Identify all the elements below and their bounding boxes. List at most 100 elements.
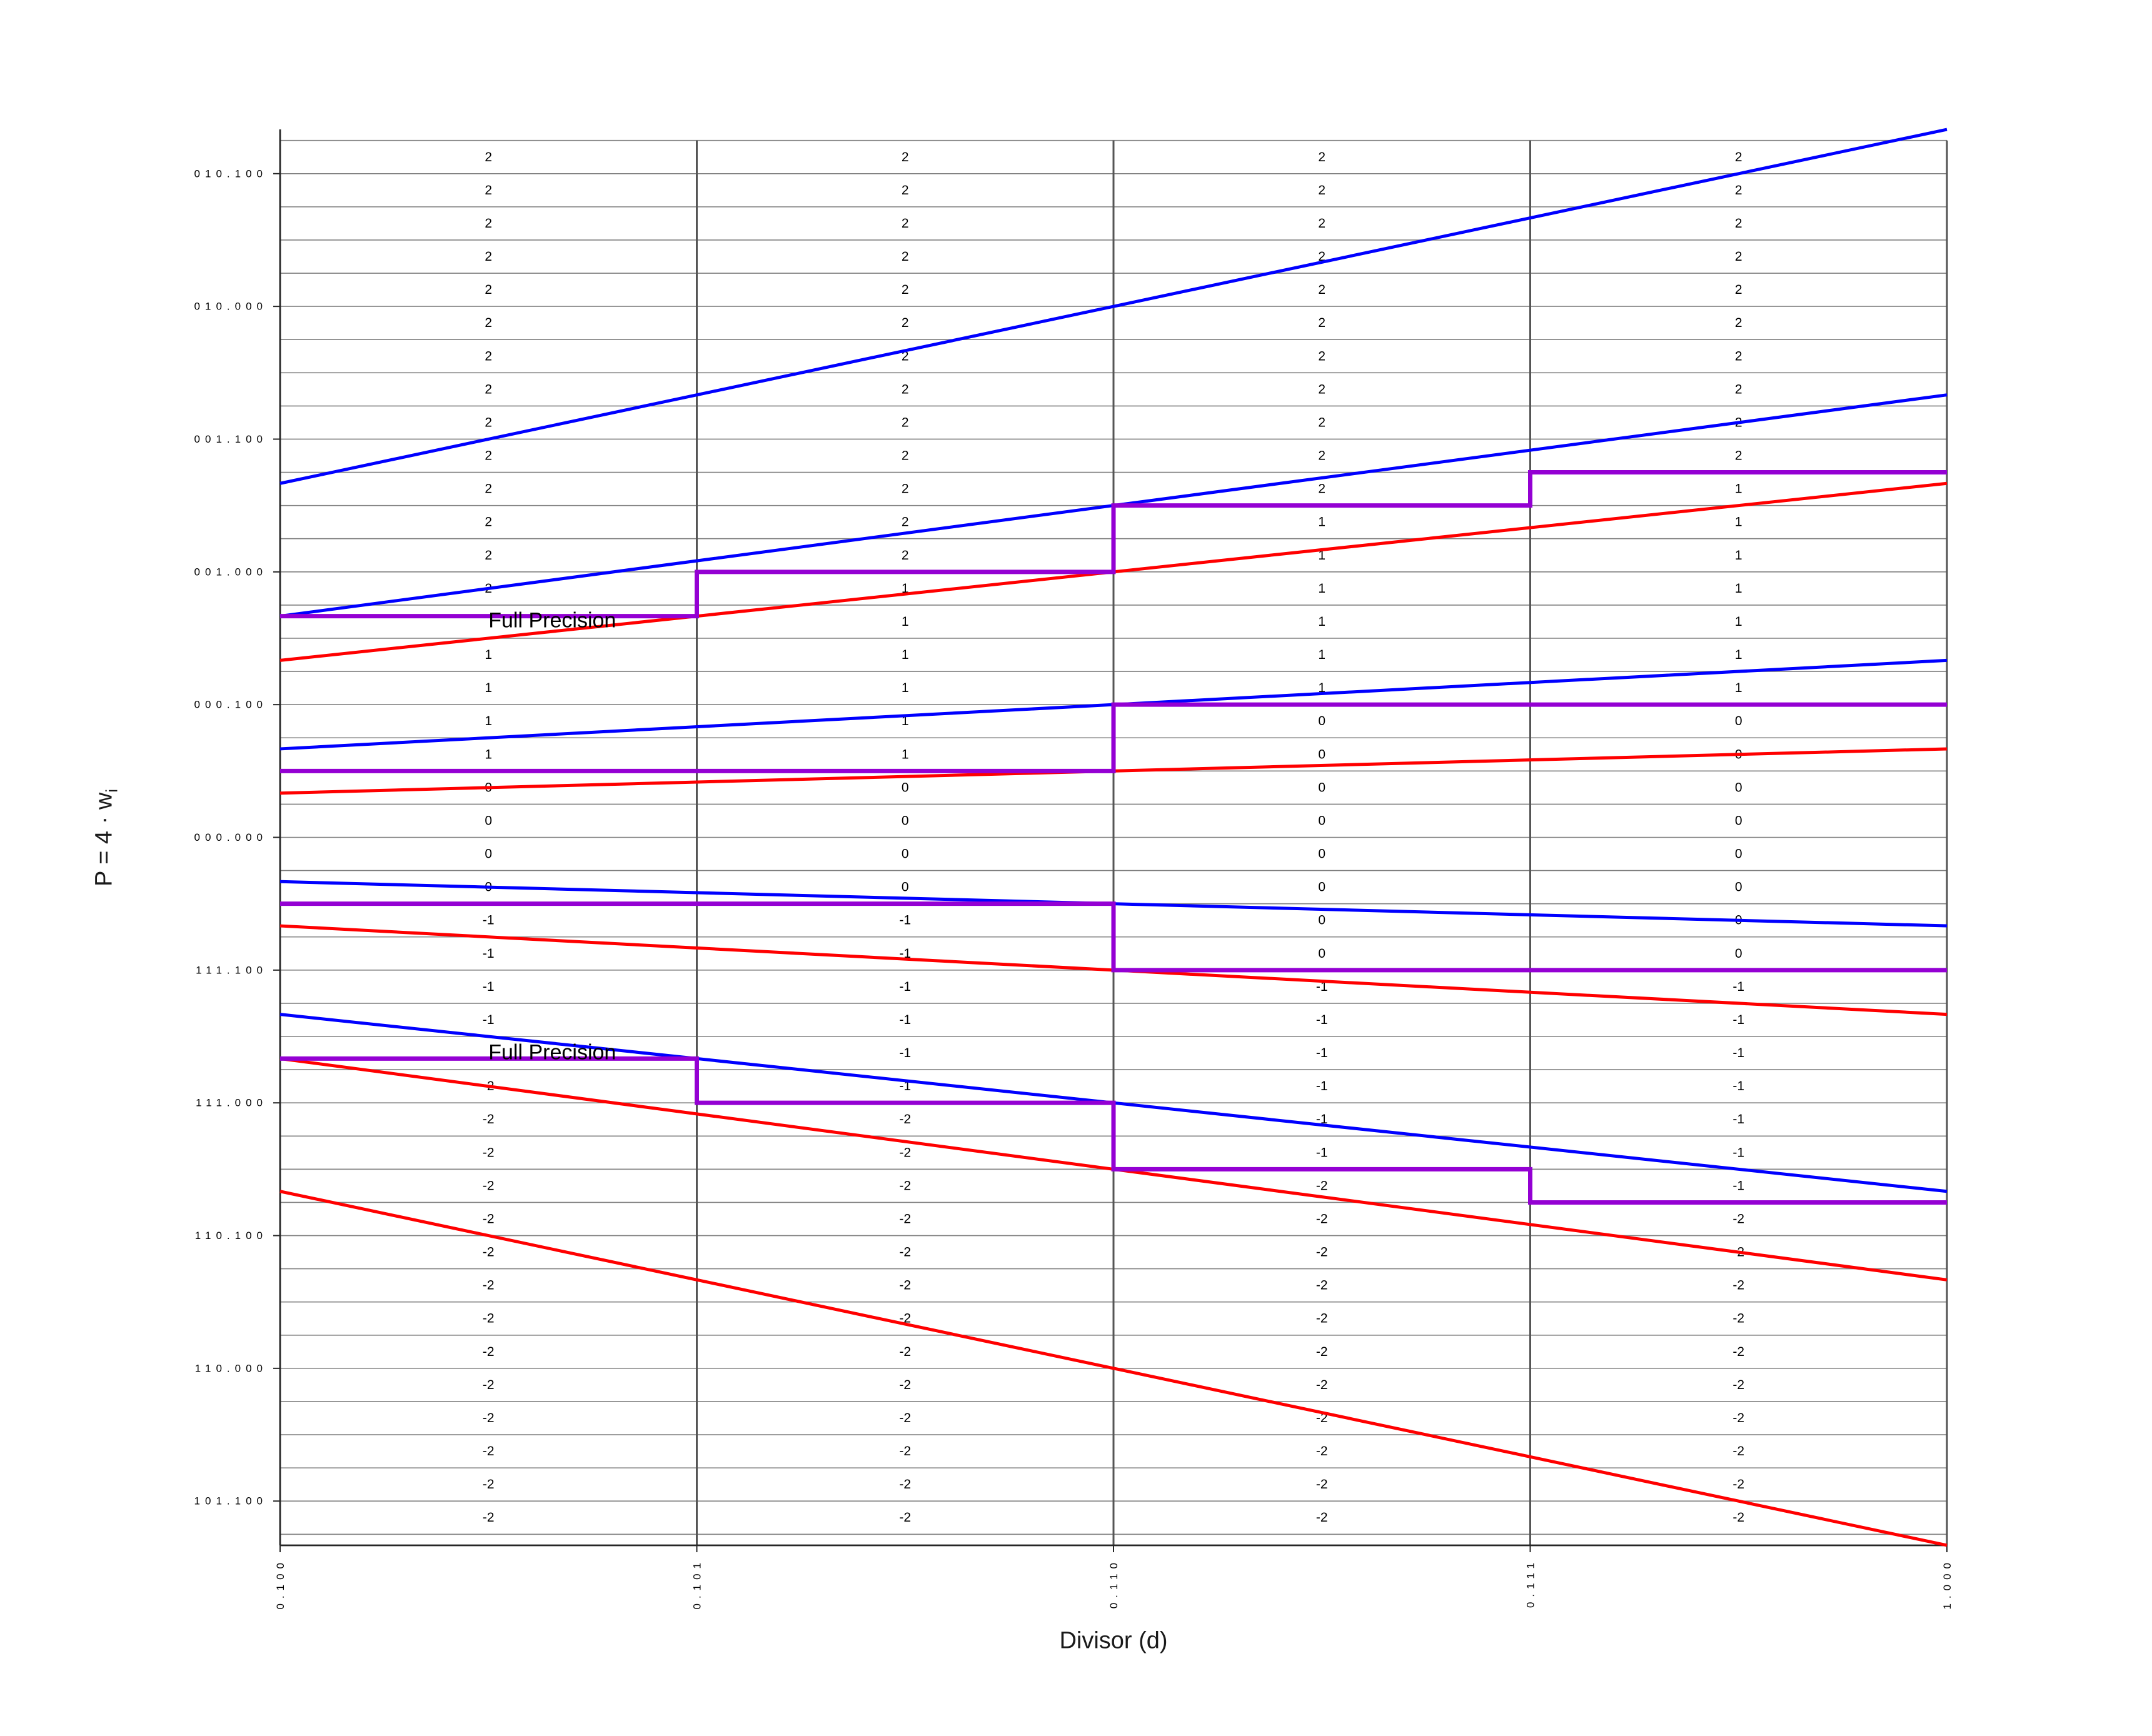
quotient-digit-cell: 2 [485,515,492,529]
quotient-digit-cell: -1 [1732,1112,1744,1126]
quotient-digit-cell: 2 [1318,415,1325,429]
quotient-digit-cell: -1 [1316,980,1328,994]
full-precision-label-lower: Full Precision [488,1040,616,1065]
quotient-digit-cell: 0 [1735,813,1742,828]
y-tick-label: 000.100 [194,699,268,711]
x-tick-label: 1.000 [1941,1558,1953,1610]
quotient-digit-cell: 2 [902,216,909,231]
y-tick-label: 110.100 [195,1230,268,1242]
quotient-digit-cell: -1 [899,1013,911,1027]
quotient-digit-cell: 2 [485,249,492,264]
quotient-digit-cell: 1 [1318,615,1325,629]
quotient-digit-cell: -2 [1316,1245,1328,1260]
full-precision-label-upper: Full Precision [488,609,616,633]
quotient-digit-cell: -2 [1732,1444,1744,1458]
quotient-digit-cell: 1 [485,681,492,695]
quotient-digit-cell: 2 [1735,382,1742,396]
quotient-digit-cell: -1 [1316,1079,1328,1093]
quotient-digit-cell: 1 [485,714,492,728]
quotient-digit-cell: 1 [485,648,492,662]
quotient-digit-cell: -2 [1316,1378,1328,1392]
quotient-digit-cell: 2 [1318,183,1325,198]
quotient-digit-cell: -2 [1316,1444,1328,1458]
quotient-digit-cell: 0 [902,847,909,861]
quotient-digit-cell: 0 [1318,813,1325,828]
quotient-digit-cell: -2 [899,1245,911,1260]
quotient-digit-cell: -2 [899,1212,911,1226]
quotient-digit-cell: 2 [1735,316,1742,330]
quotient-digit-cell: 2 [902,415,909,429]
selection-staircase--1--2 [280,1056,1947,1205]
quotient-digit-cell: -1 [483,1013,495,1027]
quotient-digit-cell: -2 [483,1112,495,1126]
quotient-digit-cell: 1 [485,747,492,761]
quotient-digit-cell: 0 [1318,847,1325,861]
quotient-digit-cell: 1 [902,615,909,629]
quotient-digit-cell: 0 [1735,946,1742,961]
x-tick-label: 0.101 [691,1558,703,1610]
quotient-digit-cell: 0 [1318,747,1325,761]
quotient-digit-cell: 2 [1318,349,1325,363]
quotient-digit-cell: -2 [483,1312,495,1326]
quotient-digit-cell: -2 [1316,1510,1328,1525]
quotient-digit-cell: -2 [1732,1212,1744,1226]
quotient-digit-cell: 1 [1735,482,1742,496]
quotient-digit-cell: -1 [1732,1013,1744,1027]
quotient-digit-cell: 2 [1318,216,1325,231]
quotient-digit-cell: 1 [1318,515,1325,529]
quotient-digit-cell: 2 [902,482,909,496]
y-tick-label: 010.100 [194,168,268,179]
quotient-digit-cell: -2 [1316,1477,1328,1492]
quotient-digit-cell: 2 [1735,183,1742,198]
y-tick-label: 001.100 [194,433,268,445]
quotient-digit-cell: 1 [1735,615,1742,629]
quotient-digit-cell: 2 [1735,449,1742,463]
quotient-digit-cell: -1 [899,1046,911,1060]
quotient-digit-cell: -1 [1732,1145,1744,1160]
quotient-digit-cell: 0 [1318,780,1325,795]
quotient-digit-cell: 2 [902,316,909,330]
quotient-digit-cell: 1 [1735,548,1742,563]
quotient-digit-cell: 1 [1735,515,1742,529]
quotient-digit-cell: 2 [1735,283,1742,297]
x-tick-label: 0.110 [1108,1558,1120,1608]
quotient-digit-cell: 2 [485,548,492,563]
quotient-digit-cell: 2 [485,316,492,330]
quotient-digit-cell: -2 [899,1477,911,1492]
quotient-digit-cell: 2 [485,183,492,198]
y-tick-label: 010.000 [194,301,268,313]
quotient-digit-cell: -2 [1732,1345,1744,1359]
quotient-digit-cell: 2 [902,183,909,198]
quotient-digit-cell: 1 [902,714,909,728]
quotient-digit-cell: 2 [1318,249,1325,264]
quotient-digit-cell: 2 [902,249,909,264]
quotient-digit-cell: -2 [483,1345,495,1359]
quotient-digit-cell: 2 [485,482,492,496]
quotient-digit-cell: 1 [1318,581,1325,596]
quotient-digit-cell: 2 [1318,382,1325,396]
quotient-digit-cell: 2 [1735,216,1742,231]
quotient-digit-cell: 2 [485,382,492,396]
quotient-digit-cell: 1 [902,747,909,761]
quotient-digit-cell: -1 [483,913,495,928]
quotient-digit-cell: -1 [899,980,911,994]
quotient-digit-cell: -2 [899,1510,911,1525]
quotient-digit-cell: 2 [485,415,492,429]
quotient-digit-cell: 1 [1735,648,1742,662]
quotient-digit-cell: 0 [902,880,909,895]
quotient-digit-cell: -2 [1732,1378,1744,1392]
quotient-digit-cell: 2 [1318,316,1325,330]
quotient-digit-cell: 2 [485,449,492,463]
lower-bound-line-digit--2 [279,1190,1948,1547]
y-tick-label: 001.000 [194,566,268,578]
quotient-digit-cell: 0 [1318,880,1325,895]
x-tick-label: 0.100 [274,1558,286,1610]
quotient-digit-cell: -2 [899,1345,911,1359]
y-axis-title: P = 4 · wi [91,788,122,886]
quotient-digit-cell: -2 [483,1411,495,1425]
quotient-digit-cell: -1 [1732,980,1744,994]
quotient-digit-cell: 2 [902,382,909,396]
quotient-digit-cell: 0 [1735,780,1742,795]
quotient-digit-cell: 1 [1318,681,1325,695]
quotient-digit-cell: -2 [899,1178,911,1193]
